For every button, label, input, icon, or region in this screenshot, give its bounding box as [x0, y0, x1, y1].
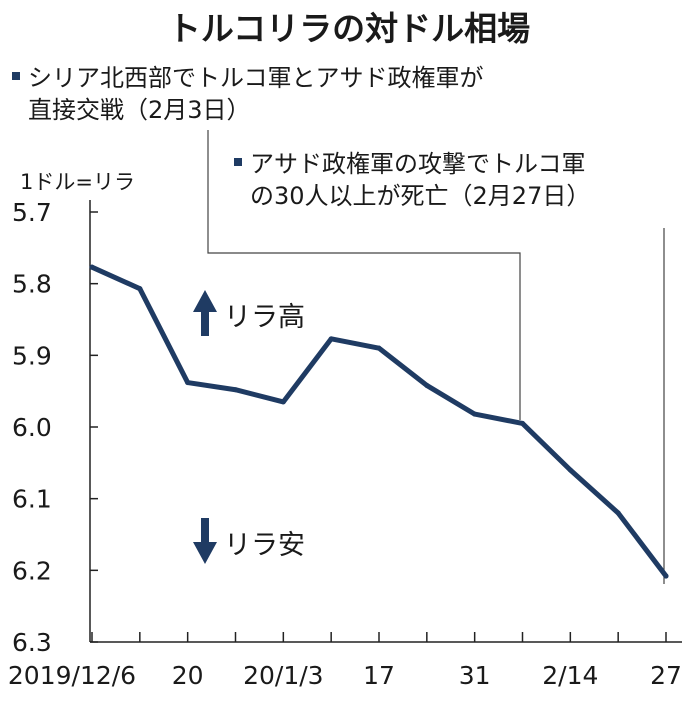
x-tick-label: 20 [172, 661, 204, 690]
annotation-1-leader-line [207, 130, 521, 420]
x-tick-label: 20/1/3 [243, 661, 323, 690]
y-tick-label: 5.8 [12, 270, 52, 299]
annotation-1-bullet [12, 72, 20, 80]
x-tick-label: 31 [459, 661, 491, 690]
series-line [89, 264, 669, 579]
data-point [376, 345, 382, 351]
direction-up-label: リラ高 [224, 302, 305, 333]
y-tick-label: 6.2 [12, 556, 52, 585]
data-point [424, 382, 430, 388]
data-point [280, 399, 286, 405]
data-point [137, 286, 143, 292]
arrow-down-icon [193, 518, 217, 564]
data-point [520, 420, 525, 426]
data-point [567, 467, 573, 473]
data-point [663, 573, 669, 579]
data-point [185, 380, 191, 386]
data-point [233, 387, 238, 393]
x-tick-label: 2/14 [542, 661, 598, 690]
direction-down-label: リラ安 [224, 530, 305, 561]
annotation-2-bullet [234, 158, 242, 166]
unit-label: 1ドル=リラ [20, 170, 135, 194]
annotation-1-line-1: シリア北西部でトルコ軍とアサド政権軍が [28, 64, 484, 92]
annotation-2-line-2: の30人以上が死亡（2月27日） [250, 182, 590, 210]
chart-title: トルコリラの対ドル相場 [168, 9, 530, 48]
annotation-1-line-2: 直接交戦（2月3日） [28, 96, 251, 124]
y-tick-label: 6.1 [12, 485, 52, 514]
arrow-up-icon [193, 290, 217, 336]
y-tick-label: 6.3 [12, 628, 52, 657]
data-point [89, 264, 95, 270]
data-point [472, 411, 478, 417]
annotation-2-line-1: アサド政権軍の攻撃でトルコ軍 [250, 150, 586, 178]
x-tick-label: 2019/12/6 [8, 661, 136, 690]
y-tick-label: 6.0 [12, 413, 52, 442]
y-tick-label: 5.9 [12, 341, 52, 370]
y-tick-label: 5.7 [12, 198, 52, 227]
data-point [328, 336, 334, 342]
x-tick-label: 17 [363, 661, 395, 690]
x-tick-label: 27 [650, 661, 682, 690]
data-point [615, 510, 621, 516]
